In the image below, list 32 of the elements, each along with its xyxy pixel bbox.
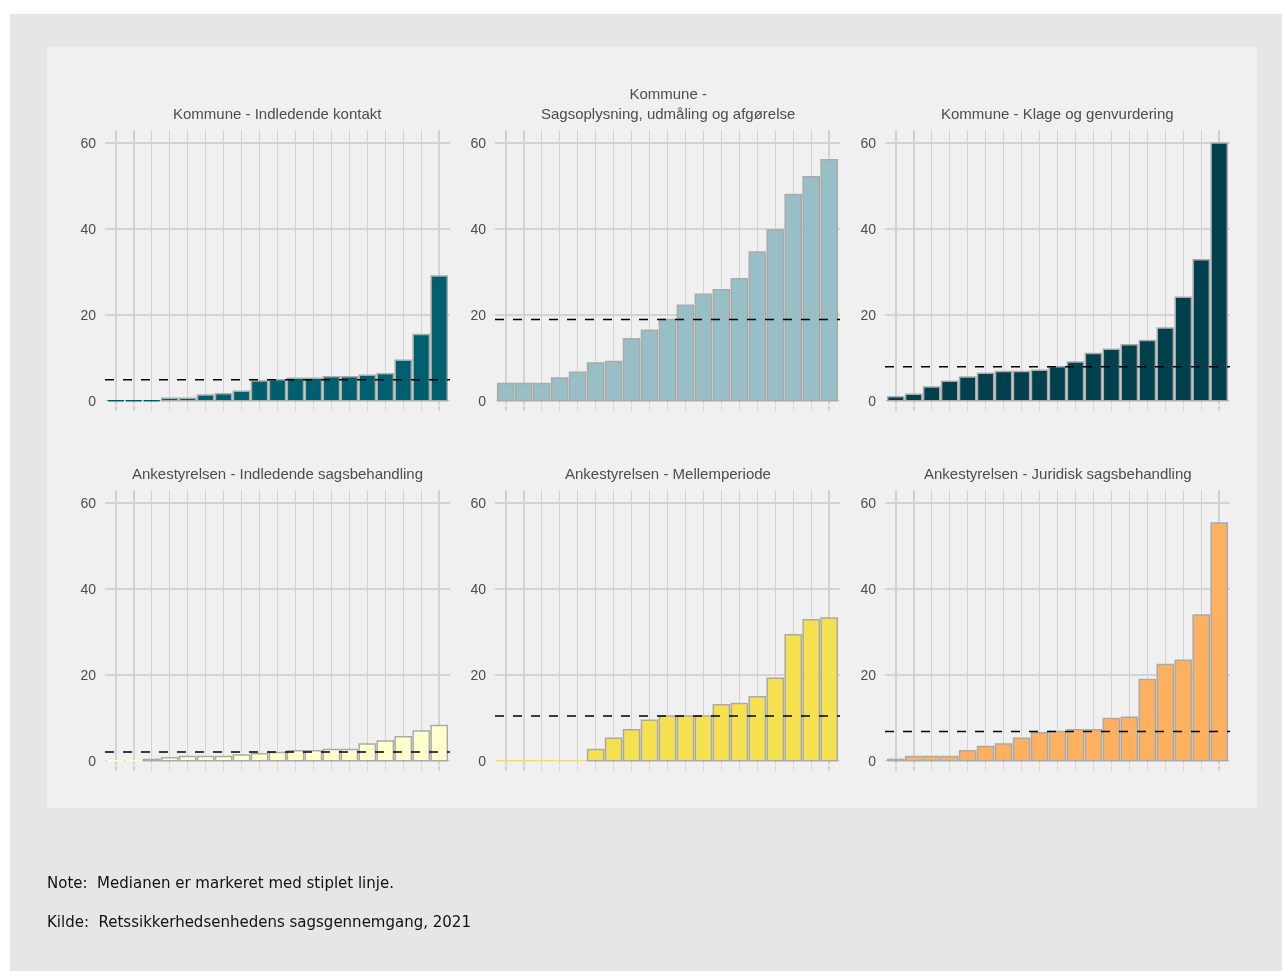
y-tick-label: 0 [478,392,487,409]
y-tick-label: 40 [80,580,97,597]
y-tick-label: 40 [80,220,97,237]
y-tick-label: 0 [868,752,877,769]
y-tick-label: 60 [860,134,877,151]
y-tick-label: 0 [88,392,97,409]
y-tick-label: 40 [860,220,877,237]
y-tick-label: 0 [868,392,877,409]
y-tick-label: 60 [470,494,487,511]
y-tick-label: 20 [470,666,487,683]
y-tick-label: 60 [80,134,97,151]
y-tick-label: 40 [470,220,487,237]
y-tick-label: 60 [860,494,877,511]
y-tick-label: 40 [470,580,487,597]
y-tick-label: 20 [860,666,877,683]
y-tick-label: 20 [80,666,97,683]
y-tick-label: 60 [470,134,487,151]
y-tick-label: 20 [860,306,877,323]
chart-title: Ankestyrelsen - Juridisk sagsbehandling [924,465,1192,482]
y-tick-label: 0 [478,752,487,769]
y-tick-label: 20 [80,306,97,323]
chart-title: Ankestyrelsen - Indledende sagsbehandling [132,465,424,482]
chart-title: Kommune - Klage og genvurdering [941,105,1174,122]
y-tick-label: 60 [80,494,97,511]
chart-title: Kommune - Sagsoplysning, udmåling og afgørelse [541,85,796,122]
y-tick-label: 0 [88,752,97,769]
chart-title: Ankestyrelsen - Mellemperiode [565,465,771,482]
text: Note: Medianen er markeret med stiplet linje. [47,874,395,892]
text: Kilde: Retssikkerhedsenhedens sagsgennemgang, 2021 [47,913,471,931]
y-tick-label: 40 [860,580,877,597]
chart-title: Kommune - Indledende kontakt [173,105,383,122]
y-tick-label: 20 [470,306,487,323]
